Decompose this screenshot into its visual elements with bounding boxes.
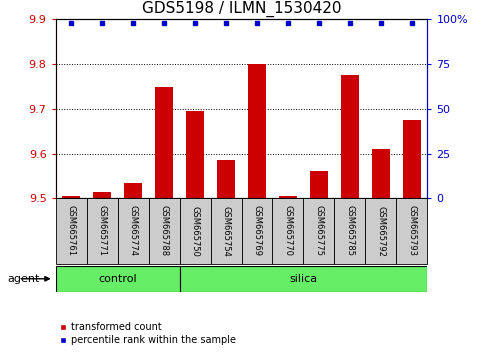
- Bar: [155, 86, 173, 198]
- Bar: [397, 198, 427, 264]
- Text: GSM665750: GSM665750: [190, 206, 199, 256]
- Text: agent: agent: [7, 274, 40, 284]
- Bar: [372, 149, 390, 198]
- Bar: [62, 196, 80, 198]
- Text: GSM665788: GSM665788: [159, 205, 169, 257]
- Text: GSM665769: GSM665769: [253, 205, 261, 257]
- Text: GSM665774: GSM665774: [128, 205, 138, 257]
- Bar: [186, 111, 204, 198]
- Bar: [248, 64, 266, 198]
- Bar: [366, 198, 397, 264]
- Bar: [403, 120, 421, 198]
- Text: GSM665792: GSM665792: [376, 206, 385, 256]
- Bar: [279, 196, 297, 198]
- Text: GSM665775: GSM665775: [314, 205, 324, 257]
- Text: GSM665754: GSM665754: [222, 206, 230, 256]
- Bar: [149, 198, 180, 264]
- Text: GSM665793: GSM665793: [408, 205, 416, 257]
- Bar: [334, 198, 366, 264]
- Text: control: control: [98, 274, 137, 284]
- Bar: [86, 198, 117, 264]
- Bar: [117, 198, 149, 264]
- Text: GSM665761: GSM665761: [67, 205, 75, 257]
- Bar: [217, 160, 235, 198]
- Bar: [310, 171, 328, 198]
- Bar: [211, 198, 242, 264]
- Bar: [341, 75, 359, 198]
- Text: silica: silica: [289, 274, 317, 284]
- Bar: [93, 192, 112, 198]
- Legend: transformed count, percentile rank within the sample: transformed count, percentile rank withi…: [56, 319, 240, 349]
- Bar: [303, 198, 334, 264]
- Bar: [180, 266, 427, 292]
- Text: GSM665771: GSM665771: [98, 205, 107, 257]
- Bar: [242, 198, 272, 264]
- Bar: [124, 183, 142, 198]
- Text: GSM665785: GSM665785: [345, 205, 355, 257]
- Bar: [56, 266, 180, 292]
- Bar: [272, 198, 303, 264]
- Title: GDS5198 / ILMN_1530420: GDS5198 / ILMN_1530420: [142, 0, 341, 17]
- Text: GSM665770: GSM665770: [284, 205, 293, 257]
- Bar: [180, 198, 211, 264]
- Bar: [56, 198, 86, 264]
